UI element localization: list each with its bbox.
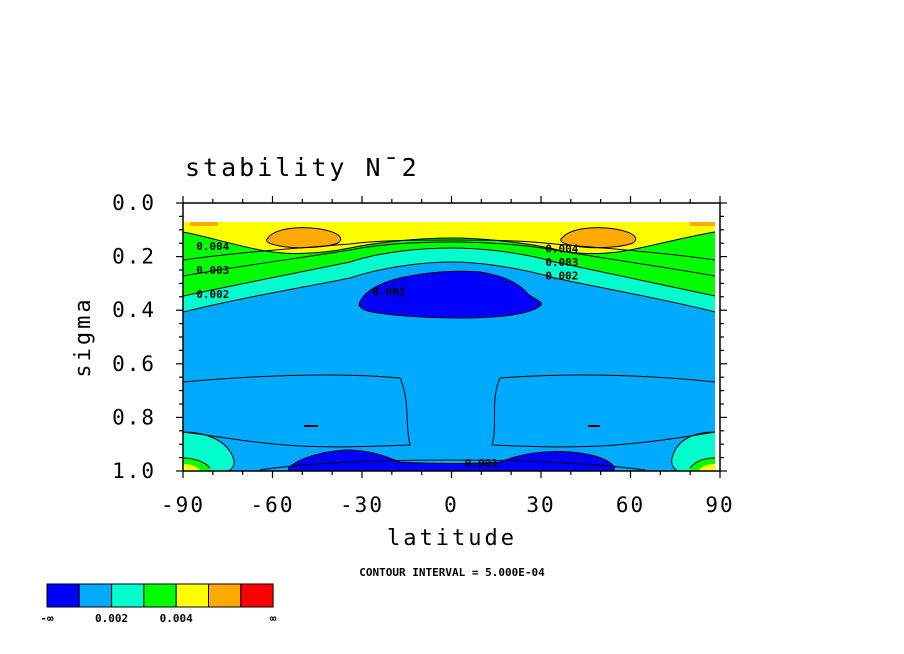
colorbar-label: -∞ <box>40 612 54 625</box>
colorbar-labels: -∞ 0.002 0.004 ∞ <box>40 612 276 625</box>
x-axis-label: latitude <box>387 526 517 551</box>
contour-line <box>671 431 716 471</box>
contour-lines <box>183 227 716 471</box>
contour-line <box>287 449 616 469</box>
contour-label: 0.001 <box>465 457 498 470</box>
contour-line <box>689 457 716 469</box>
x-tick-label: -30 <box>340 493 384 517</box>
x-tick-label: 30 <box>526 493 555 517</box>
fill-corner-sw <box>190 222 218 226</box>
colorbar-swatch <box>208 583 242 608</box>
axis-ticks <box>176 196 727 478</box>
contour-line <box>358 270 542 319</box>
chart-title: stability N¯2 <box>185 153 420 182</box>
y-tick-label: 1.0 <box>112 459 156 483</box>
x-tick-label: 90 <box>705 493 734 517</box>
fill-yellow-north-surface <box>699 464 715 471</box>
contour-label: 0.004 <box>196 240 229 253</box>
colorbar-label: ∞ <box>270 612 277 625</box>
contour-line <box>560 227 637 249</box>
contour-line <box>491 374 716 448</box>
contour-label: 0.003 <box>545 256 578 269</box>
contour-line <box>183 374 411 448</box>
contour-label: 0.004 <box>545 243 578 256</box>
contour-label: 0.001 <box>372 285 405 298</box>
contour-line <box>183 239 716 261</box>
contour-line <box>259 459 646 471</box>
x-tick-label: 0 <box>444 493 459 517</box>
y-tick-label: 0.4 <box>112 298 156 322</box>
x-tick-label: -90 <box>161 493 205 517</box>
colorbar-label: 0.002 <box>95 612 128 625</box>
contour-label: 0.002 <box>196 288 229 301</box>
y-tick-label: 0.0 <box>112 191 156 215</box>
contour-line <box>183 247 716 297</box>
contour-line <box>183 241 716 277</box>
fill-level-6-south <box>266 227 341 248</box>
fill-corner-se <box>690 222 715 226</box>
fill-level-6-north <box>560 227 636 248</box>
y-tick-label: 0.2 <box>112 245 156 269</box>
y-axis-label: sigma <box>71 296 96 377</box>
y-tick-labels: 0.0 0.2 0.4 0.6 0.8 1.0 <box>112 191 156 483</box>
contour-fills <box>183 203 720 471</box>
contour-label: 0.003 <box>196 264 229 277</box>
x-tick-label: -60 <box>251 493 295 517</box>
colorbar-swatch <box>240 583 274 608</box>
colorbar-label: 0.004 <box>160 612 193 625</box>
colorbar-swatch <box>78 583 113 608</box>
y-tick-label: 0.6 <box>112 352 156 376</box>
contour-interval-caption: CONTOUR INTERVAL = 5.000E-04 <box>359 566 545 579</box>
fill-level-1-lower <box>288 450 615 471</box>
no-data-band <box>183 203 720 222</box>
contour-line <box>183 261 716 313</box>
contour-line <box>183 431 235 471</box>
colorbar-swatch <box>175 583 209 608</box>
colorbar-swatch <box>111 583 145 608</box>
colorbar-swatch <box>143 583 177 608</box>
x-tick-labels: -90 -60 -30 0 30 60 90 <box>161 493 734 517</box>
colorbar-swatch <box>46 583 80 608</box>
contour-line <box>183 231 716 255</box>
colorbar <box>46 583 274 608</box>
fill-yellow-south-surface <box>183 464 200 471</box>
fill-level-1-upper <box>359 271 542 318</box>
contour-label: 0.002 <box>545 269 578 282</box>
contour-line <box>183 457 211 469</box>
contour-line <box>266 227 342 249</box>
x-tick-label: 60 <box>616 493 645 517</box>
y-tick-label: 0.8 <box>112 405 156 429</box>
